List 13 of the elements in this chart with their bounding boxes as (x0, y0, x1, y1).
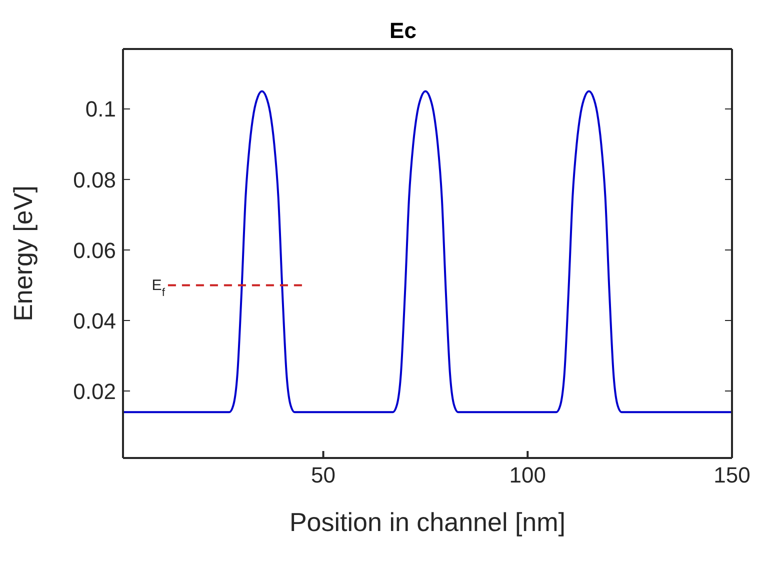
series-label: E$_{f}$ (152, 277, 166, 300)
y-tick-label: 0.08 (73, 167, 116, 192)
x-tick-label: 150 (714, 462, 750, 488)
chart-title: Ec (390, 18, 416, 43)
x-tick-label: 100 (509, 462, 546, 488)
line-series (123, 90, 732, 414)
y-tick-label: 0.1 (85, 96, 116, 122)
y-tick-label: 0.06 (73, 238, 116, 263)
x-axis-title: Position in channel [nm] (289, 507, 566, 537)
x-tick-label: 50 (311, 462, 336, 488)
y-tick-label: 0.02 (73, 378, 116, 404)
y-tick-label: 0.04 (73, 308, 116, 334)
y-axis-title: Energy [eV] (8, 186, 38, 322)
